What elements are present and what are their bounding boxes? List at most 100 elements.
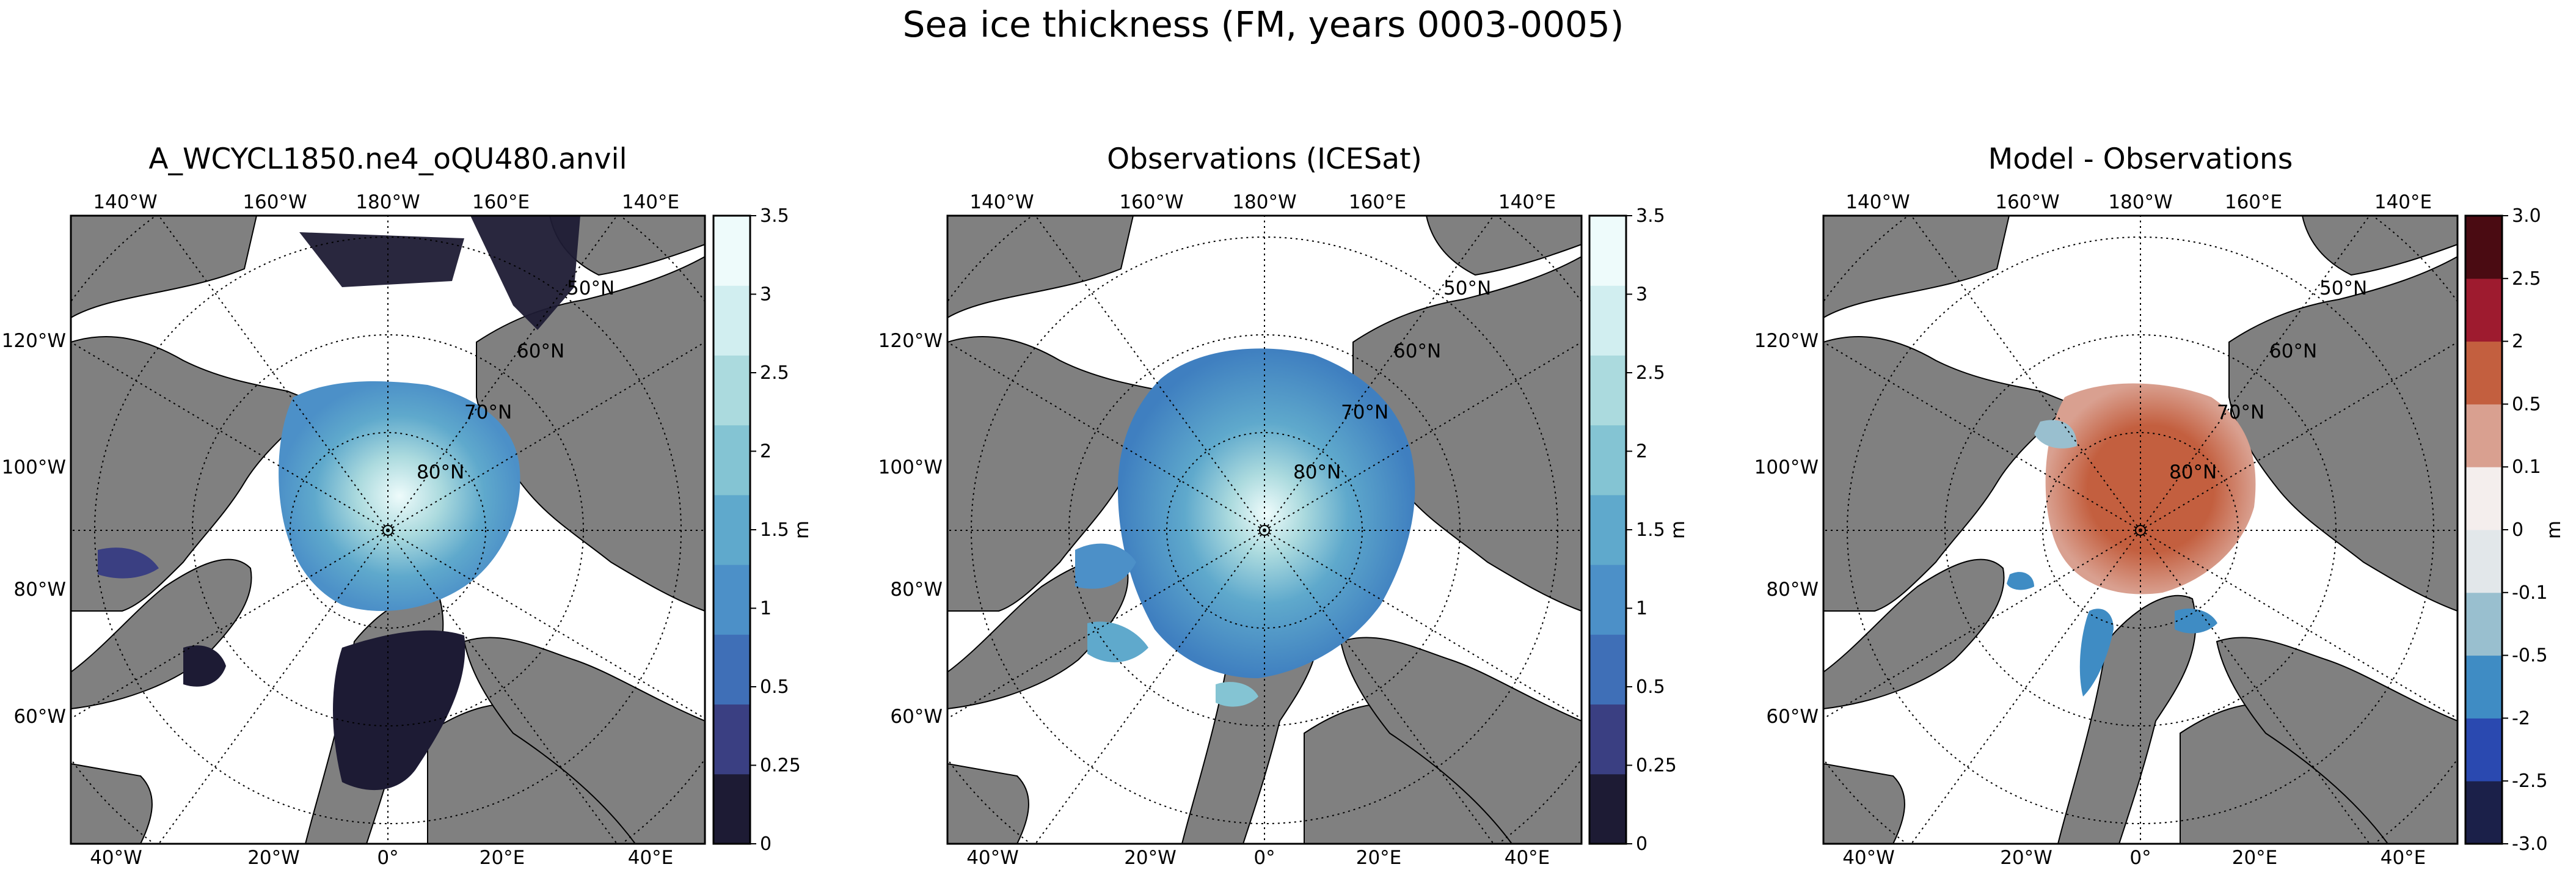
lon-label: 160°W xyxy=(1995,191,2059,213)
colorbar-tick-label: 3.5 xyxy=(760,205,789,227)
lat-ring-labels: 50°N 60°N 70°N 80°N xyxy=(417,277,615,483)
lon-label: 140°E xyxy=(2374,191,2432,213)
lat-label: 80°W xyxy=(1766,579,1819,601)
lat-ring-label: 70°N xyxy=(464,401,512,423)
lat-ring-label: 80°N xyxy=(2169,461,2217,483)
colorbar: -3.0 -2.5 -2 -0.5 -0.1 0 0.1 0.5 2 2.5 3.0 m xyxy=(2464,205,2565,855)
colorbar-segment xyxy=(2465,530,2502,593)
sea-ice xyxy=(1075,348,1415,707)
lon-label: 40°E xyxy=(1505,847,1550,869)
lon-label: 20°E xyxy=(2232,847,2278,869)
colorbar-segment xyxy=(1589,216,1626,286)
colorbar-segment xyxy=(1589,774,1626,844)
lon-label: 180°W xyxy=(2108,191,2172,213)
lat-labels-left: 120°W 100°W 80°W 60°W xyxy=(878,330,943,728)
lat-ring-label: 70°N xyxy=(2217,401,2264,423)
lat-ring-labels: 50°N 60°N 70°N 80°N xyxy=(2169,277,2367,483)
lat-label: 100°W xyxy=(2,456,66,478)
colorbar-segment xyxy=(2465,216,2502,279)
sea-ice xyxy=(98,216,580,791)
lon-label: 0° xyxy=(377,847,398,869)
land xyxy=(1823,216,2457,844)
lon-label: 160°W xyxy=(243,191,307,213)
colorbar-tick-label: 2.5 xyxy=(760,362,789,384)
panel-title: Observations (ICESat) xyxy=(1107,142,1422,176)
colorbar: 0 0.25 0.5 1 1.5 2 2.5 3 3.5 m xyxy=(1588,205,1689,855)
lon-label: 20°E xyxy=(480,847,525,869)
colorbar-segment xyxy=(2465,781,2502,844)
colorbar-tick-label: 0.5 xyxy=(760,676,789,698)
lon-label: 160°W xyxy=(1119,191,1183,213)
colorbar-segment xyxy=(1589,355,1626,426)
map-frame xyxy=(1822,214,2459,845)
colorbar-segment xyxy=(2465,718,2502,781)
map-frame xyxy=(70,214,706,845)
colorbar-segment xyxy=(713,774,750,844)
lon-label: 160°E xyxy=(472,191,530,213)
colorbar-tick-label: 0 xyxy=(2512,519,2523,541)
colorbar-segment xyxy=(2465,278,2502,342)
colorbar-segment xyxy=(713,565,750,635)
pole-marker xyxy=(1259,525,1270,536)
colorbar-tick-label: 2.5 xyxy=(1636,362,1665,384)
colorbar-segment xyxy=(2465,404,2502,467)
colorbar-unit-label: m xyxy=(2543,521,2565,539)
lat-ring-label: 50°N xyxy=(567,277,615,299)
colorbar-tick-label: 3 xyxy=(760,284,772,305)
lat-label: 120°W xyxy=(2,330,66,352)
colorbar-tick-label: -2.5 xyxy=(2512,770,2548,792)
lat-labels-left: 120°W 100°W 80°W 60°W xyxy=(1754,330,1819,728)
sea-ice-difference xyxy=(2007,383,2256,697)
colorbar-tick-label: 1.5 xyxy=(1636,519,1665,541)
lon-labels-top: 140°W 160°W 180°W 160°E 140°E xyxy=(969,191,1556,213)
lon-label: 160°E xyxy=(2225,191,2282,213)
colorbar: 0 0.25 0.5 1 1.5 2 2.5 3 3.5 m xyxy=(712,205,813,855)
colorbar-segment xyxy=(713,216,750,286)
colorbar-segment xyxy=(713,355,750,426)
colorbar-segment xyxy=(2465,592,2502,656)
colorbar-tick-label: 0.1 xyxy=(2512,456,2541,478)
colorbar-tick-label: -0.5 xyxy=(2512,645,2548,667)
colorbar-tick-label: 0.25 xyxy=(1636,755,1677,777)
panel-title: A_WCYCL1850.ne4_oQU480.anvil xyxy=(148,142,627,176)
colorbar-tick-label: 0.5 xyxy=(1636,676,1665,698)
colorbar-tick-label: 2 xyxy=(1636,441,1647,463)
colorbar-segment xyxy=(2465,341,2502,404)
lat-label: 60°W xyxy=(1766,706,1819,728)
lat-ring-label: 50°N xyxy=(1443,277,1491,299)
lat-ring-label: 80°N xyxy=(417,461,464,483)
colorbar-unit-label: m xyxy=(1667,521,1689,539)
graticule xyxy=(947,216,1582,844)
lat-label: 80°W xyxy=(13,579,66,601)
lon-label: 180°W xyxy=(1232,191,1296,213)
land xyxy=(947,216,1582,844)
colorbar-tick-label: 0.5 xyxy=(2512,393,2541,415)
lon-labels-top: 140°W 160°W 180°W 160°E 140°E xyxy=(1845,191,2432,213)
panel-model: A_WCYCL1850.ne4_oQU480.anvil xyxy=(2,142,813,869)
lon-labels-top: 140°W 160°W 180°W 160°E 140°E xyxy=(93,191,679,213)
colorbar-segment xyxy=(713,704,750,775)
lon-label: 40°E xyxy=(2381,847,2426,869)
lon-label: 20°W xyxy=(247,847,300,869)
lat-labels-left: 120°W 100°W 80°W 60°W xyxy=(2,330,66,728)
lon-labels-bottom: 40°W 20°W 0° 20°E 40°E xyxy=(1842,847,2426,869)
colorbar-segment xyxy=(713,634,750,705)
colorbar-segment xyxy=(2465,655,2502,719)
lat-ring-label: 60°N xyxy=(1393,340,1441,362)
map-frame xyxy=(946,214,1583,845)
colorbar-tick-label: -0.1 xyxy=(2512,582,2548,604)
lon-label: 40°E xyxy=(628,847,674,869)
colorbar-segment xyxy=(2465,467,2502,530)
lat-label: 100°W xyxy=(878,456,943,478)
lat-label: 60°W xyxy=(13,706,66,728)
lat-ring-label: 60°N xyxy=(2269,340,2317,362)
lat-ring-labels: 50°N 60°N 70°N 80°N xyxy=(1293,277,1491,483)
colorbar-segment xyxy=(1589,425,1626,496)
lat-label: 120°W xyxy=(878,330,943,352)
colorbar-tick-label: 0 xyxy=(760,833,772,855)
lat-ring-label: 80°N xyxy=(1293,461,1341,483)
graticule xyxy=(71,216,705,844)
lon-label: 140°W xyxy=(1845,191,1910,213)
colorbar-tick-label: 3 xyxy=(1636,284,1647,305)
colorbar-segment xyxy=(1589,634,1626,705)
